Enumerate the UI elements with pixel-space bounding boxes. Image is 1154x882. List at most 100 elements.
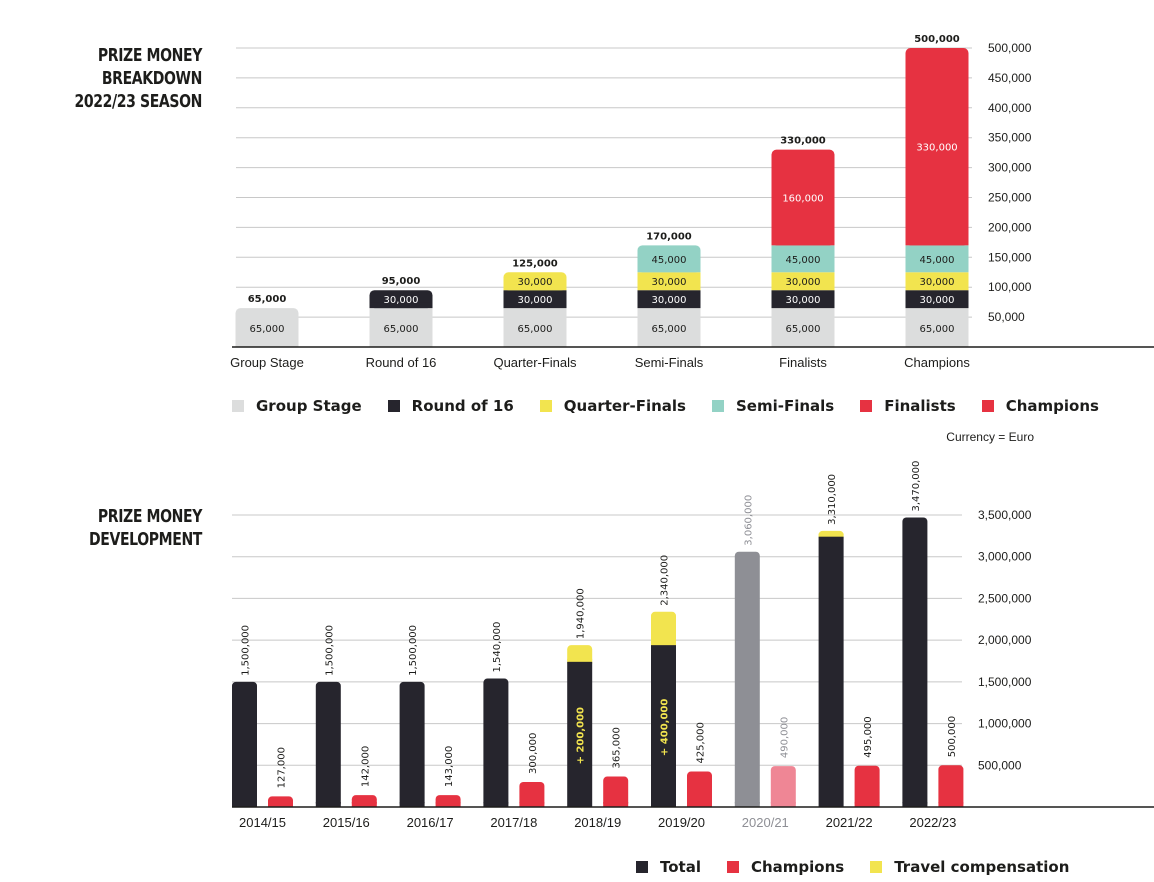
- x-tick-label: 2016/17: [407, 815, 454, 830]
- legend-item-finalists: Finalists: [860, 397, 956, 415]
- bar-value-label: 65,000: [920, 324, 955, 335]
- champions-value-label: 300,000: [528, 733, 539, 774]
- champions-bar-base: [603, 802, 629, 807]
- total-value-label: 3,310,000: [827, 474, 838, 525]
- bar-value-label: 45,000: [652, 255, 687, 266]
- y-tick-label: 2,500,000: [978, 591, 1032, 605]
- x-tick-label: 2018/19: [574, 815, 621, 830]
- champions-bar-base: [770, 802, 796, 807]
- legend-swatch: [860, 400, 873, 412]
- bar-segment-group-stage: [369, 308, 433, 347]
- breakdown-legend: Group Stage Round of 16 Quarter-Finals S…: [232, 397, 1099, 415]
- bar-value-label: 65,000: [250, 324, 285, 335]
- champions-bar-base: [687, 802, 712, 807]
- total-bar: [902, 517, 928, 807]
- total-bar: [315, 681, 341, 807]
- champions-value-label: 365,000: [612, 727, 623, 768]
- bar-value-label: 30,000: [518, 277, 553, 288]
- legend-swatch: [870, 861, 883, 873]
- bar-segment-group-stage: [771, 308, 835, 347]
- y-tick-label: 300,000: [988, 161, 1032, 175]
- bar-value-label: 30,000: [652, 295, 687, 306]
- breakdown-title-line-3: 2022/23 SEASON: [74, 91, 202, 112]
- total-bar-base: [483, 802, 509, 807]
- bar-stack-quarter-finals: 65,000 30,000 30,000 125,000: [503, 258, 567, 347]
- champions-bar-base: [268, 802, 293, 807]
- bar-value-label: 330,000: [916, 143, 957, 154]
- bar-total-label: 500,000: [914, 34, 960, 45]
- bar-value-label: 65,000: [786, 324, 821, 335]
- x-tick-label: Semi-Finals: [635, 355, 704, 370]
- champions-value-label: 495,000: [863, 716, 874, 757]
- development-title: PRIZE MONEY DEVELOPMENT: [46, 505, 202, 551]
- y-tick-label: 3,500,000: [978, 508, 1032, 522]
- y-tick-label: 50,000: [988, 310, 1025, 324]
- bar-segment-corner-fill: [771, 239, 835, 246]
- bar-segment-quarter-finals: [637, 272, 701, 291]
- y-tick-label: 150,000: [988, 250, 1032, 264]
- total-bar-base: [399, 802, 425, 807]
- x-tick-label: 2015/16: [323, 815, 370, 830]
- breakdown-title: PRIZE MONEY BREAKDOWN 2022/23 SEASON: [46, 44, 202, 113]
- legend-label: Round of 16: [411, 397, 514, 415]
- total-value-label: 3,470,000: [911, 461, 922, 512]
- bar-total-label: 95,000: [382, 276, 421, 287]
- legend-item-champions: Champions: [726, 858, 844, 876]
- x-tick-label: 2019/20: [658, 815, 705, 830]
- bar-total-label: 170,000: [646, 231, 692, 242]
- legend-item-champions: Champions: [981, 397, 1099, 415]
- legend-label: Group Stage: [256, 397, 362, 415]
- bar-value-label: 30,000: [518, 295, 553, 306]
- bar-segment-round-of-16: [503, 290, 567, 309]
- bar-segment-group-stage: [905, 308, 969, 347]
- champions-bar-base: [351, 802, 377, 807]
- total-bar: [567, 661, 593, 807]
- x-tick-label: Quarter-Finals: [493, 355, 577, 370]
- total-bar-base: [315, 802, 341, 807]
- x-tick-label: 2020/21: [742, 815, 789, 830]
- y-tick-label: 250,000: [988, 191, 1032, 205]
- total-bar-base: [232, 802, 257, 807]
- currency-note: Currency = Euro: [946, 430, 1034, 444]
- y-tick-label: 3,000,000: [978, 550, 1032, 564]
- y-tick-label: 1,000,000: [978, 717, 1032, 731]
- legend-item-semi-finals: Semi-Finals: [711, 397, 834, 415]
- travel-compensation-bar-base: [818, 533, 844, 539]
- bar-segment-quarter-finals: [771, 272, 835, 291]
- champions-bar: [854, 765, 880, 807]
- development-title-line-2: DEVELOPMENT: [89, 529, 202, 550]
- bar-segment-semi-finals: [905, 245, 969, 273]
- bar-stack-finalists: 65,000 30,000 30,000 45,000 160,000 330,000: [771, 136, 835, 347]
- bar-segment-group-stage: [637, 308, 701, 347]
- bar-total-label: 65,000: [248, 294, 287, 305]
- bar-stack-round-of-16: 65,000 30,000 95,000: [369, 276, 433, 347]
- total-bar: [651, 645, 676, 807]
- bar-value-label: 30,000: [652, 277, 687, 288]
- y-tick-label: 200,000: [988, 220, 1032, 234]
- year-group-2017-18: 1,540,000 300,000 2017/18: [483, 622, 545, 830]
- bar-segment-round-of-16: [905, 290, 969, 309]
- total-bar-base: [734, 802, 760, 807]
- y-tick-label: 100,000: [988, 280, 1032, 294]
- bar-value-label: 30,000: [920, 277, 955, 288]
- total-bar: [399, 681, 425, 807]
- bar-segment-group-stage: [503, 308, 567, 347]
- bar-value-label: 30,000: [920, 295, 955, 306]
- legend-item-total: Total: [636, 858, 701, 876]
- legend-swatch: [726, 861, 739, 873]
- champions-bar-base: [519, 802, 545, 807]
- bar-segment-corner-fill: [637, 266, 701, 273]
- legend-item-quarter-finals: Quarter-Finals: [539, 397, 686, 415]
- champions-bar-base: [854, 802, 880, 807]
- breakdown-title-line-2: BREAKDOWN: [101, 68, 203, 89]
- x-tick-label: 2022/23: [909, 815, 956, 830]
- bar-stack-group-stage: 65,000 65,000: [235, 294, 299, 347]
- year-group-2018-19: 1,940,000 + 200,000 365,000 2018/19: [567, 588, 629, 830]
- bar-total-label: 125,000: [512, 258, 558, 269]
- total-value-label: 1,500,000: [241, 625, 252, 676]
- total-value-label: 1,940,000: [576, 588, 587, 639]
- total-bar-base: [902, 802, 928, 807]
- legend-label: Finalists: [884, 397, 956, 415]
- x-tick-label: Group Stage: [230, 355, 304, 370]
- year-group-2022-23: 3,470,000 500,000 2022/23: [902, 461, 964, 830]
